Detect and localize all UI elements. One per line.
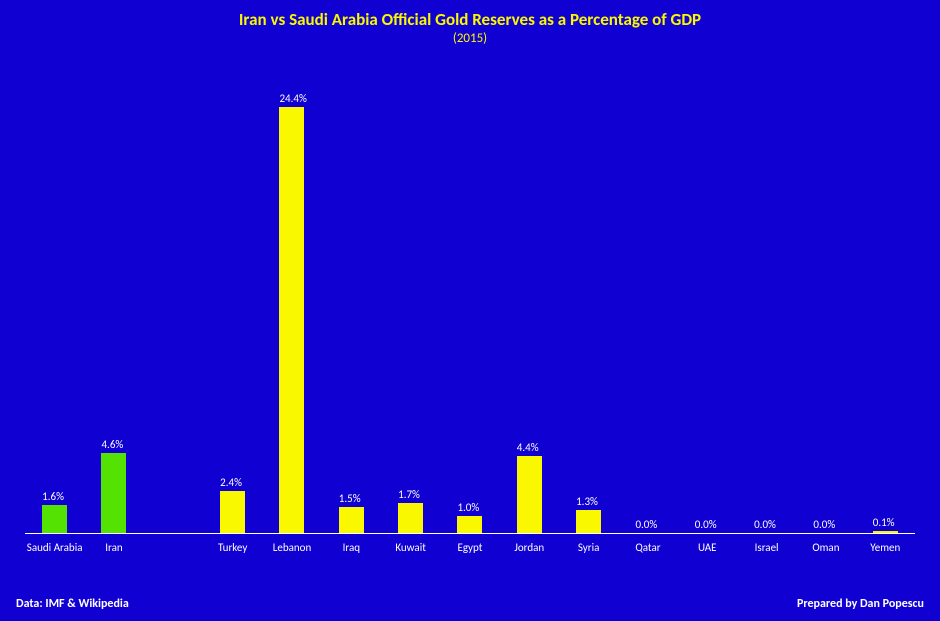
x-axis-label: Qatar	[618, 535, 677, 561]
bar-value-label: 1.7%	[398, 488, 420, 501]
bar-slot: 0.0%	[678, 70, 737, 533]
x-axis-label: UAE	[678, 535, 737, 561]
bar: 2.4%	[220, 491, 245, 533]
bar-slot	[144, 70, 203, 533]
bar-value-label: 0.0%	[813, 518, 835, 531]
bar-slot: 0.0%	[737, 70, 796, 533]
bar-slot: 0.0%	[618, 70, 677, 533]
bar-value-label: 0.1%	[873, 516, 895, 529]
bar: 4.4%	[517, 456, 542, 533]
x-axis-label: Yemen	[856, 535, 915, 561]
bar: 4.6%	[101, 453, 126, 533]
bar: 1.6%	[42, 505, 67, 533]
bar-value-label: 0.0%	[635, 518, 657, 531]
bars-row: 1.6% 4.6% 2.4% 24.4% 1.5% 1.7% 1.0% 4.4% 1.3% 0.0…	[25, 70, 915, 533]
chart-subtitle: (2015)	[0, 30, 940, 46]
x-labels-row: Saudi ArabiaIran TurkeyLebanonIraqKuwaitE…	[25, 535, 915, 561]
plot-area: 1.6% 4.6% 2.4% 24.4% 1.5% 1.7% 1.0% 4.4% 1.3% 0.0…	[25, 70, 915, 561]
bar-value-label: 1.3%	[576, 495, 598, 508]
bar-slot: 1.5%	[322, 70, 381, 533]
bar: 1.7%	[398, 503, 423, 533]
bar-slot: 4.6%	[84, 70, 143, 533]
bar-value-label: 4.6%	[101, 438, 123, 451]
bar-slot: 1.6%	[25, 70, 84, 533]
x-axis-label: Egypt	[440, 535, 499, 561]
x-axis-label: Oman	[796, 535, 855, 561]
x-axis-label: Saudi Arabia	[25, 535, 84, 561]
x-axis-label: Iran	[84, 535, 143, 561]
bar-slot: 4.4%	[500, 70, 559, 533]
x-axis-label: Israel	[737, 535, 796, 561]
x-axis-label: Lebanon	[262, 535, 321, 561]
x-axis-label	[144, 535, 203, 561]
bar-slot: 1.3%	[559, 70, 618, 533]
bar-slot: 1.0%	[440, 70, 499, 533]
bar-value-label: 0.0%	[754, 518, 776, 531]
x-axis-label: Jordan	[500, 535, 559, 561]
bar-slot: 2.4%	[203, 70, 262, 533]
data-source-label: Data: IMF & Wikipedia	[16, 597, 129, 611]
bar-slot: 0.0%	[796, 70, 855, 533]
x-axis-label: Turkey	[203, 535, 262, 561]
bar-slot: 24.4%	[262, 70, 321, 533]
bar: 1.5%	[339, 507, 364, 533]
bar: 1.0%	[457, 516, 482, 533]
bar-value-label: 1.6%	[42, 490, 64, 503]
x-axis-label: Kuwait	[381, 535, 440, 561]
x-axis-label: Syria	[559, 535, 618, 561]
chart-container: Iran vs Saudi Arabia Official Gold Reser…	[0, 0, 940, 621]
bar: 1.3%	[576, 510, 601, 533]
bar-slot: 1.7%	[381, 70, 440, 533]
bar-value-label: 4.4%	[517, 441, 539, 454]
bar-slot: 0.1%	[856, 70, 915, 533]
bar-value-label: 0.0%	[695, 518, 717, 531]
x-axis-label: Iraq	[322, 535, 381, 561]
bar-value-label: 1.0%	[457, 501, 479, 514]
bar-value-label: 2.4%	[220, 476, 242, 489]
bar: 24.4%	[279, 107, 304, 533]
bar-value-label: 1.5%	[339, 492, 361, 505]
x-axis-line	[25, 533, 915, 534]
author-label: Prepared by Dan Popescu	[797, 597, 924, 611]
bar-value-label: 24.4%	[279, 92, 306, 105]
chart-title: Iran vs Saudi Arabia Official Gold Reser…	[0, 0, 940, 30]
